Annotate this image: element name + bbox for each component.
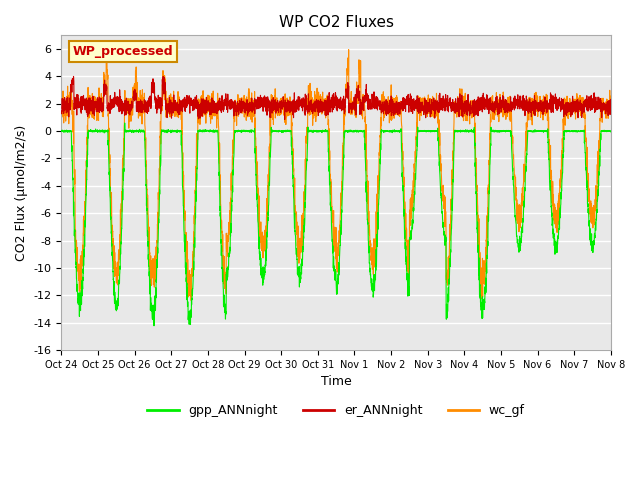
Title: WP CO2 Fluxes: WP CO2 Fluxes <box>278 15 394 30</box>
Legend: gpp_ANNnight, er_ANNnight, wc_gf: gpp_ANNnight, er_ANNnight, wc_gf <box>142 399 530 422</box>
Y-axis label: CO2 Flux (μmol/m2/s): CO2 Flux (μmol/m2/s) <box>15 125 28 261</box>
X-axis label: Time: Time <box>321 375 351 388</box>
Text: WP_processed: WP_processed <box>72 45 173 58</box>
